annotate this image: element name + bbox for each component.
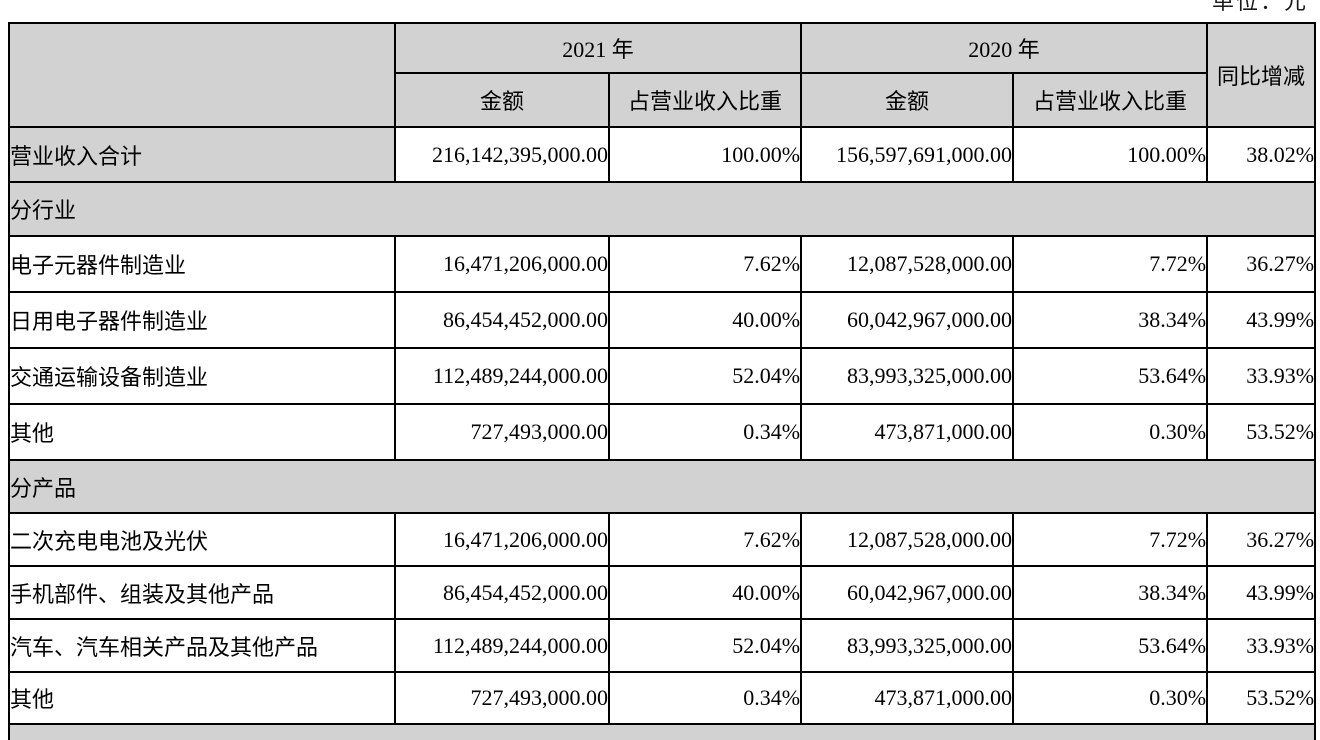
share-2020-cell: 38.34% [1012, 565, 1209, 620]
row-label-cell: 日用电子器件制造业 [8, 291, 396, 349]
yoy-cell: 53.52% [1206, 403, 1317, 461]
share-2020-cell: 0.30% [1012, 403, 1209, 461]
header-row-years: 2021 年 2020 年 同比增减 [8, 22, 1317, 128]
row-label-cell: 汽车、汽车相关产品及其他产品 [8, 618, 396, 673]
section-row-by-industry: 分行业 [7, 181, 1317, 237]
share-2020-cell: 38.34% [1012, 291, 1209, 349]
unit-note: 单位：元 [1211, 0, 1308, 14]
table-row-industry-other: 其他 727,493,000.00 0.34% 473,871,000.00 0… [8, 403, 1317, 461]
table-row-product-other: 其他 727,493,000.00 0.34% 473,871,000.00 0… [8, 671, 1317, 725]
share-2020-cell: 53.64% [1012, 618, 1209, 673]
share-2020-cell: 7.72% [1012, 512, 1209, 567]
yoy-cell: 38.02% [1206, 126, 1317, 183]
row-label-cell: 其他 [8, 403, 396, 461]
amount-2021-cell: 727,493,000.00 [394, 671, 610, 725]
table-row-batteries-photovoltaic: 二次充电电池及光伏 16,471,206,000.00 7.62% 12,087… [8, 512, 1317, 567]
yoy-cell: 33.93% [1206, 618, 1317, 673]
share-2021-cell: 52.04% [607, 347, 803, 405]
amount-2021-cell: 216,142,395,000.00 [394, 126, 610, 183]
corner-empty-cell [8, 22, 396, 128]
amount-2020-cell: 83,993,325,000.00 [800, 618, 1015, 673]
table-row-automobiles: 汽车、汽车相关产品及其他产品 112,489,244,000.00 52.04%… [8, 618, 1317, 673]
share-2021-cell: 7.62% [607, 512, 803, 567]
section-label-cell: 分行业 [7, 181, 1317, 237]
amount-2020-cell: 83,993,325,000.00 [800, 347, 1015, 405]
row-label-cell: 营业收入合计 [8, 126, 396, 183]
share-2020-cell: 0.30% [1012, 671, 1209, 725]
yoy-cell: 43.99% [1206, 291, 1317, 349]
table-row-transport-equipment: 交通运输设备制造业 112,489,244,000.00 52.04% 83,9… [8, 347, 1317, 405]
amount-2020-cell: 473,871,000.00 [800, 671, 1015, 725]
share-2021-cell: 0.34% [607, 403, 803, 461]
share-2020-header: 占营业收入比重 [1012, 72, 1209, 128]
row-label-cell: 二次充电电池及光伏 [8, 512, 396, 567]
cutoff-section-cell [7, 723, 1317, 740]
amount-2021-cell: 112,489,244,000.00 [394, 618, 610, 673]
section-row-by-product: 分产品 [7, 459, 1317, 514]
amount-2021-cell: 112,489,244,000.00 [394, 347, 610, 405]
amount-2020-cell: 156,597,691,000.00 [800, 126, 1015, 183]
share-2021-header: 占营业收入比重 [607, 72, 803, 128]
section-label-cell: 分产品 [7, 459, 1317, 514]
row-label-cell: 手机部件、组装及其他产品 [8, 565, 396, 620]
amount-2021-cell: 727,493,000.00 [394, 403, 610, 461]
amount-2021-cell: 86,454,452,000.00 [394, 291, 610, 349]
share-2020-cell: 100.00% [1012, 126, 1209, 183]
amount-2020-cell: 12,087,528,000.00 [800, 512, 1015, 567]
row-label-cell: 交通运输设备制造业 [8, 347, 396, 405]
table-row-handset-components: 手机部件、组装及其他产品 86,454,452,000.00 40.00% 60… [8, 565, 1317, 620]
yoy-cell: 43.99% [1206, 565, 1317, 620]
amount-2021-cell: 16,471,206,000.00 [394, 512, 610, 567]
yoy-cell: 36.27% [1206, 512, 1317, 567]
amount-2020-cell: 12,087,528,000.00 [800, 235, 1015, 293]
table-row-total-revenue: 营业收入合计 216,142,395,000.00 100.00% 156,59… [8, 126, 1317, 183]
revenue-breakdown-table: 2021 年 2020 年 同比增减 金额 占营业收入比重 金额 占营业收入比重… [7, 22, 1317, 740]
amount-2020-cell: 60,042,967,000.00 [800, 565, 1015, 620]
share-2021-cell: 7.62% [607, 235, 803, 293]
section-row-cutoff [7, 723, 1317, 740]
header-row-metrics: 金额 占营业收入比重 金额 占营业收入比重 [9, 72, 1315, 128]
yoy-cell: 33.93% [1206, 347, 1317, 405]
row-label-cell: 电子元器件制造业 [8, 235, 396, 293]
share-2021-cell: 40.00% [607, 291, 803, 349]
yoy-cell: 53.52% [1206, 671, 1317, 725]
yoy-header: 同比增减 [1206, 22, 1317, 128]
share-2021-cell: 40.00% [607, 565, 803, 620]
share-2020-cell: 7.72% [1012, 235, 1209, 293]
year-2021-header: 2021 年 [393, 22, 803, 74]
amount-2021-cell: 16,471,206,000.00 [394, 235, 610, 293]
table-row-electronic-components: 电子元器件制造业 16,471,206,000.00 7.62% 12,087,… [8, 235, 1317, 293]
yoy-cell: 36.27% [1206, 235, 1317, 293]
share-2020-cell: 53.64% [1012, 347, 1209, 405]
table-row-consumer-electronics: 日用电子器件制造业 86,454,452,000.00 40.00% 60,04… [8, 291, 1317, 349]
year-2020-header: 2020 年 [800, 22, 1209, 74]
share-2021-cell: 100.00% [607, 126, 803, 183]
share-2021-cell: 0.34% [607, 671, 803, 725]
amount-2021-header: 金额 [394, 72, 610, 128]
share-2021-cell: 52.04% [607, 618, 803, 673]
amount-2020-header: 金额 [800, 72, 1015, 128]
amount-2020-cell: 60,042,967,000.00 [800, 291, 1015, 349]
row-label-cell: 其他 [8, 671, 396, 725]
amount-2020-cell: 473,871,000.00 [800, 403, 1015, 461]
amount-2021-cell: 86,454,452,000.00 [394, 565, 610, 620]
